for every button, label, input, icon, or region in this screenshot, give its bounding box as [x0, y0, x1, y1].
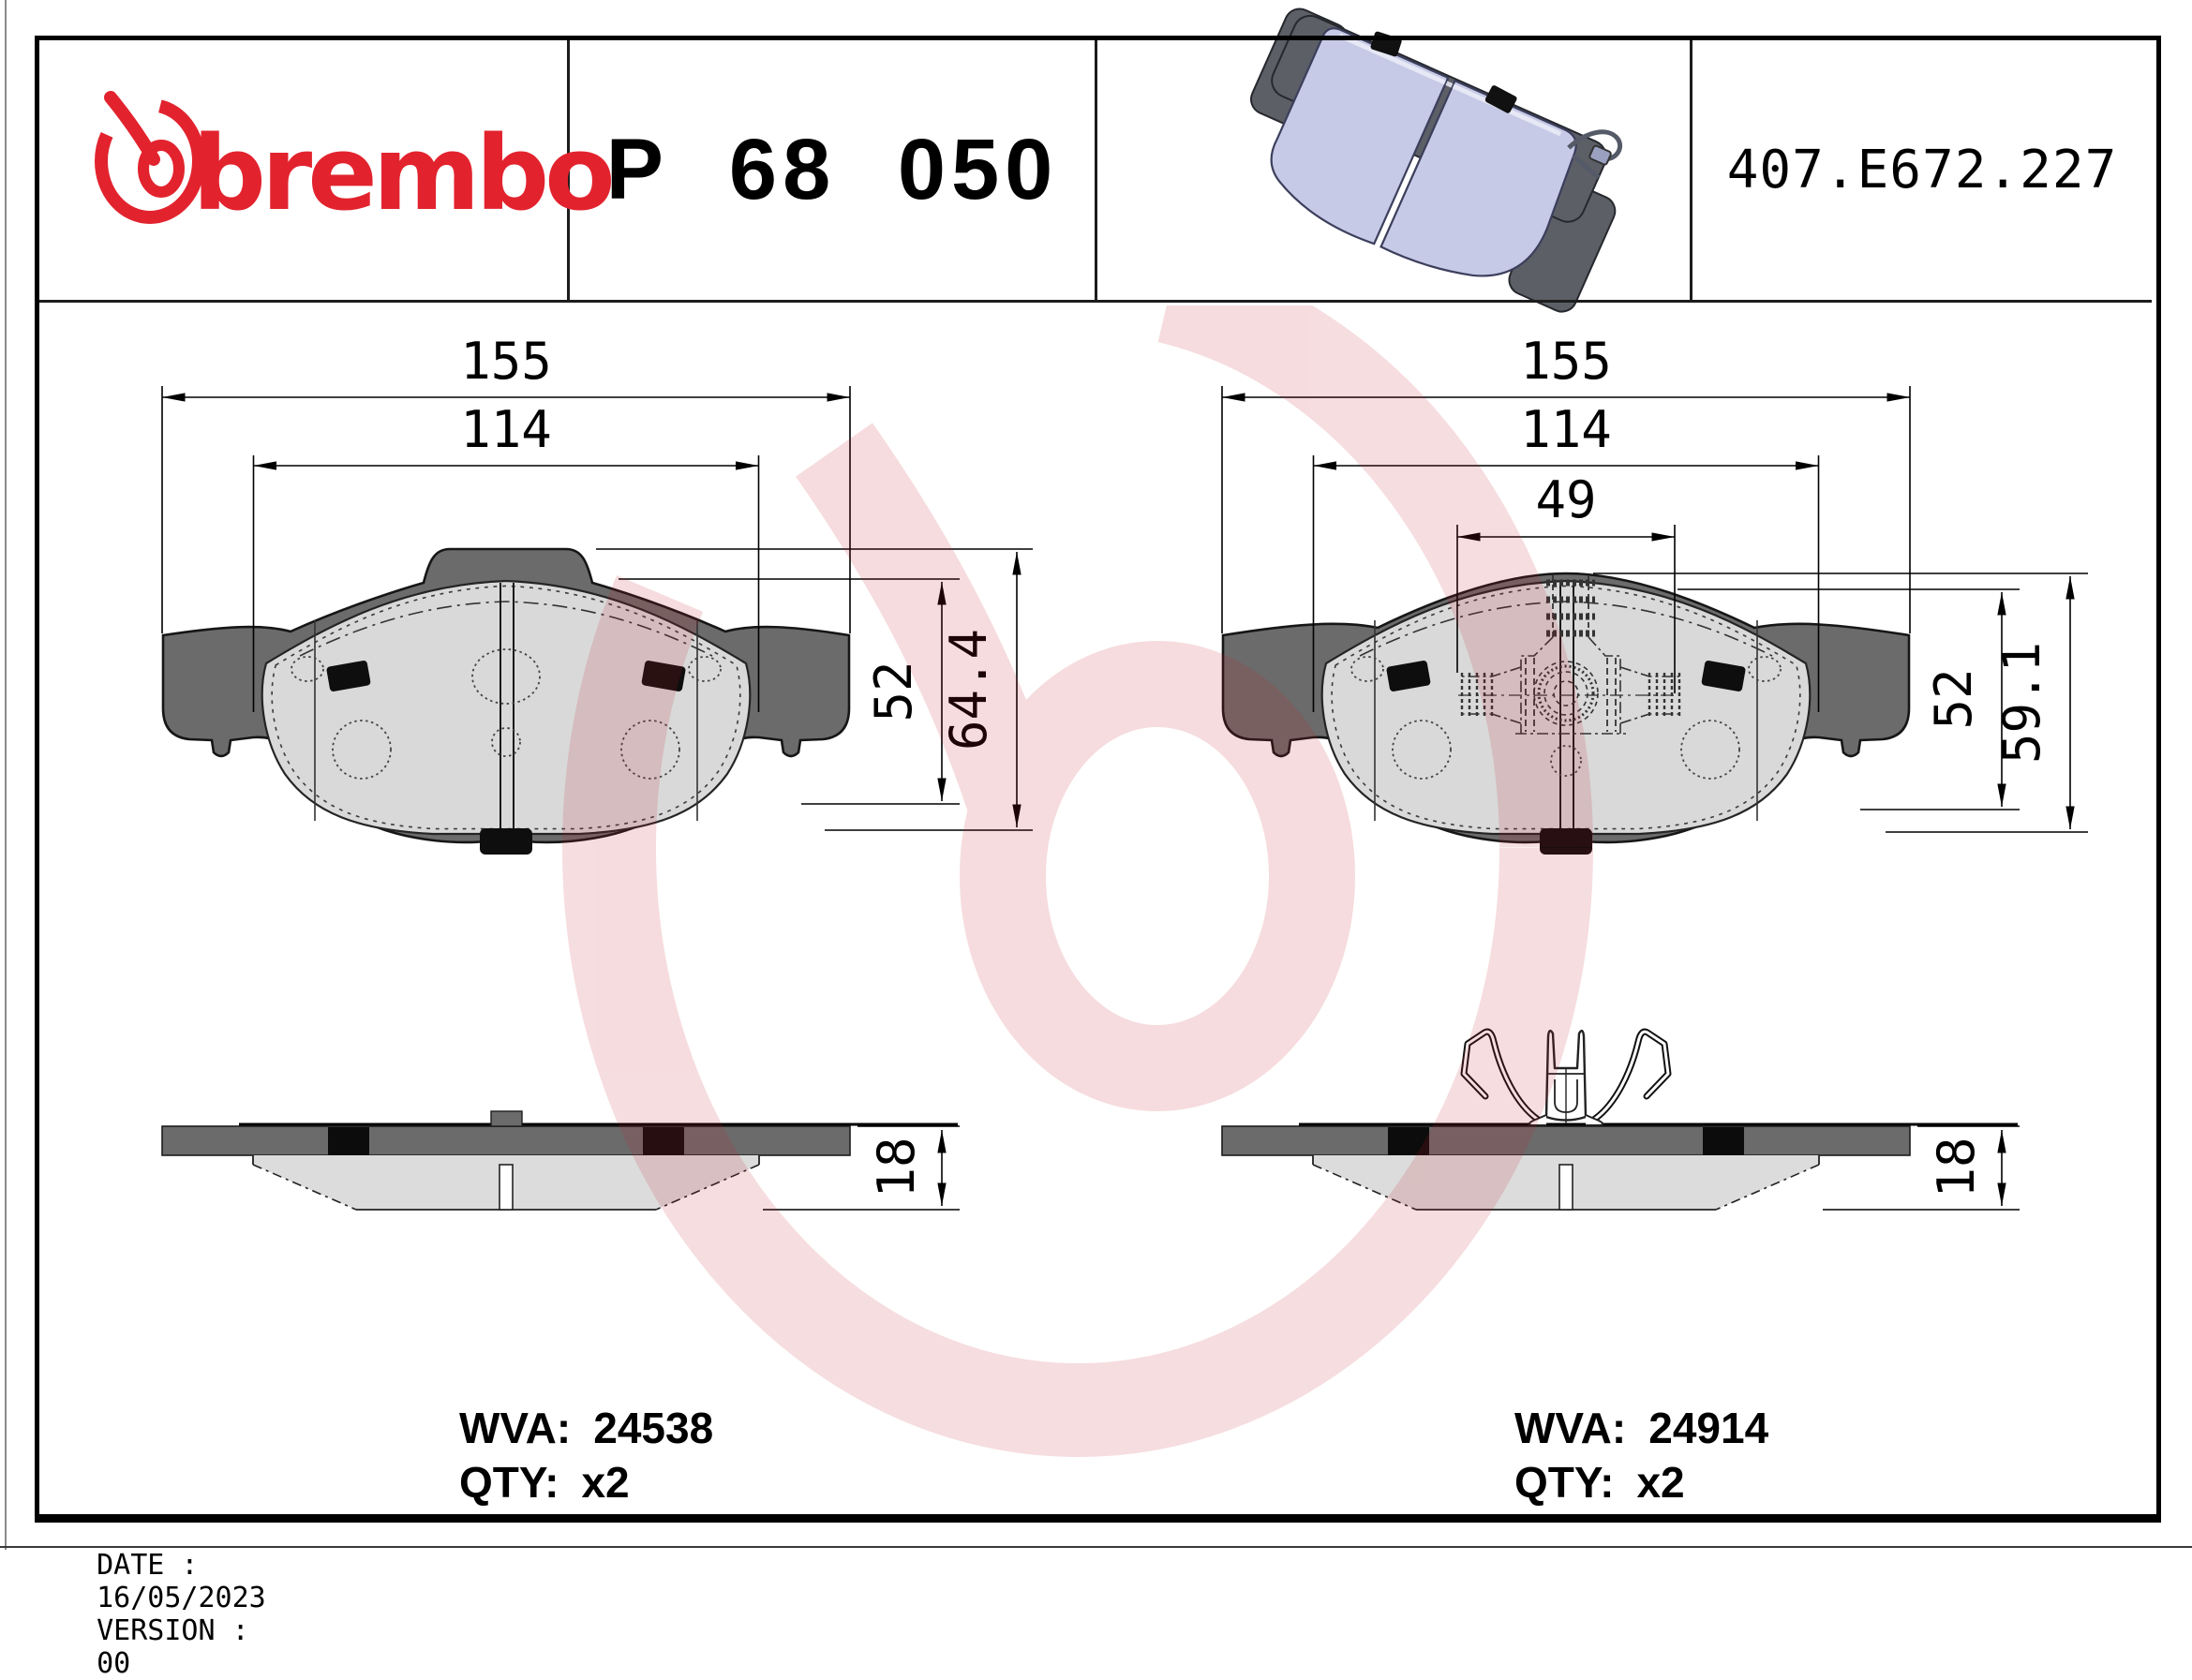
qty-value-right: x2 — [1636, 1457, 1685, 1507]
wva-value-left: 24538 — [593, 1404, 714, 1452]
technical-drawing-canvas: 155 114 52 64.4 — [95, 7, 2088, 1211]
brand-logo: brembo — [39, 40, 616, 300]
page-edge-line-bottom — [0, 1546, 2192, 1548]
dim-thickness-left: 18 — [867, 1137, 926, 1197]
date-label: DATE : — [97, 1549, 199, 1582]
wva-label-left: WVA: — [459, 1404, 572, 1452]
dim-thickness-right: 18 — [1927, 1137, 1986, 1197]
side-view-left: 18 — [161, 1110, 960, 1211]
front-view-left: 155 114 52 64.4 — [161, 332, 1033, 855]
brand-wordmark: brembo — [192, 112, 616, 233]
date-value: 16/05/2023 — [97, 1582, 266, 1614]
dim-overall-width-left: 155 — [460, 332, 552, 391]
qty-label-left: QTY: — [459, 1457, 559, 1507]
dim-total-height-left: 64.4 — [939, 629, 998, 751]
footer-revision-info: DATE : 16/05/2023 VERSION : 00 — [63, 1516, 279, 1680]
wva-value-right: 24914 — [1648, 1404, 1769, 1452]
spring-clip-drawing — [1460, 1028, 1672, 1126]
reference-cell: 407.E672.227 — [1692, 40, 2152, 300]
qty-label-right: QTY: — [1514, 1457, 1615, 1507]
reference-number: 407.E672.227 — [1726, 140, 2118, 201]
version-value: 00 — [97, 1647, 131, 1680]
dim-overall-width-right: 155 — [1520, 332, 1612, 391]
brembo-logo-icon — [95, 91, 205, 224]
spec-block-right: WVA: 24914 QTY: x2 — [1514, 1405, 1768, 1513]
header-divider-3 — [1690, 40, 1692, 300]
spec-block-left: WVA: 24538 QTY: x2 — [459, 1405, 713, 1513]
side-view-right: 18 — [1221, 1028, 2020, 1211]
dim-pad-width-right: 114 — [1520, 400, 1612, 459]
header-divider-1 — [567, 40, 570, 300]
rivet-marks-left — [291, 648, 722, 780]
part-number: P 68 050 — [605, 122, 1059, 217]
dim-sensor-width-right: 49 — [1535, 470, 1596, 529]
page-edge-line-left — [5, 0, 7, 1550]
dimension-lines-right — [1221, 386, 2088, 833]
part-number-cell: P 68 050 — [570, 40, 1095, 300]
header-divider-horizontal — [39, 300, 2152, 303]
version-label: VERSION : — [97, 1614, 249, 1647]
header-divider-2 — [1095, 40, 1097, 300]
dim-total-height-right: 59.1 — [1992, 642, 2051, 764]
wear-indicator — [1458, 575, 1681, 735]
qty-value-left: x2 — [581, 1457, 630, 1507]
dim-pad-width-left: 114 — [460, 400, 552, 459]
wva-label-right: WVA: — [1514, 1404, 1627, 1452]
dim-friction-height-left: 52 — [864, 661, 923, 721]
rivet-marks-right — [1350, 656, 1782, 780]
dimension-lines-left — [161, 386, 1033, 831]
front-view-right: 155 114 49 52 59.1 — [1221, 332, 2088, 855]
dim-friction-height-right: 52 — [1924, 668, 1983, 729]
product-3d-image — [1250, 7, 1623, 313]
